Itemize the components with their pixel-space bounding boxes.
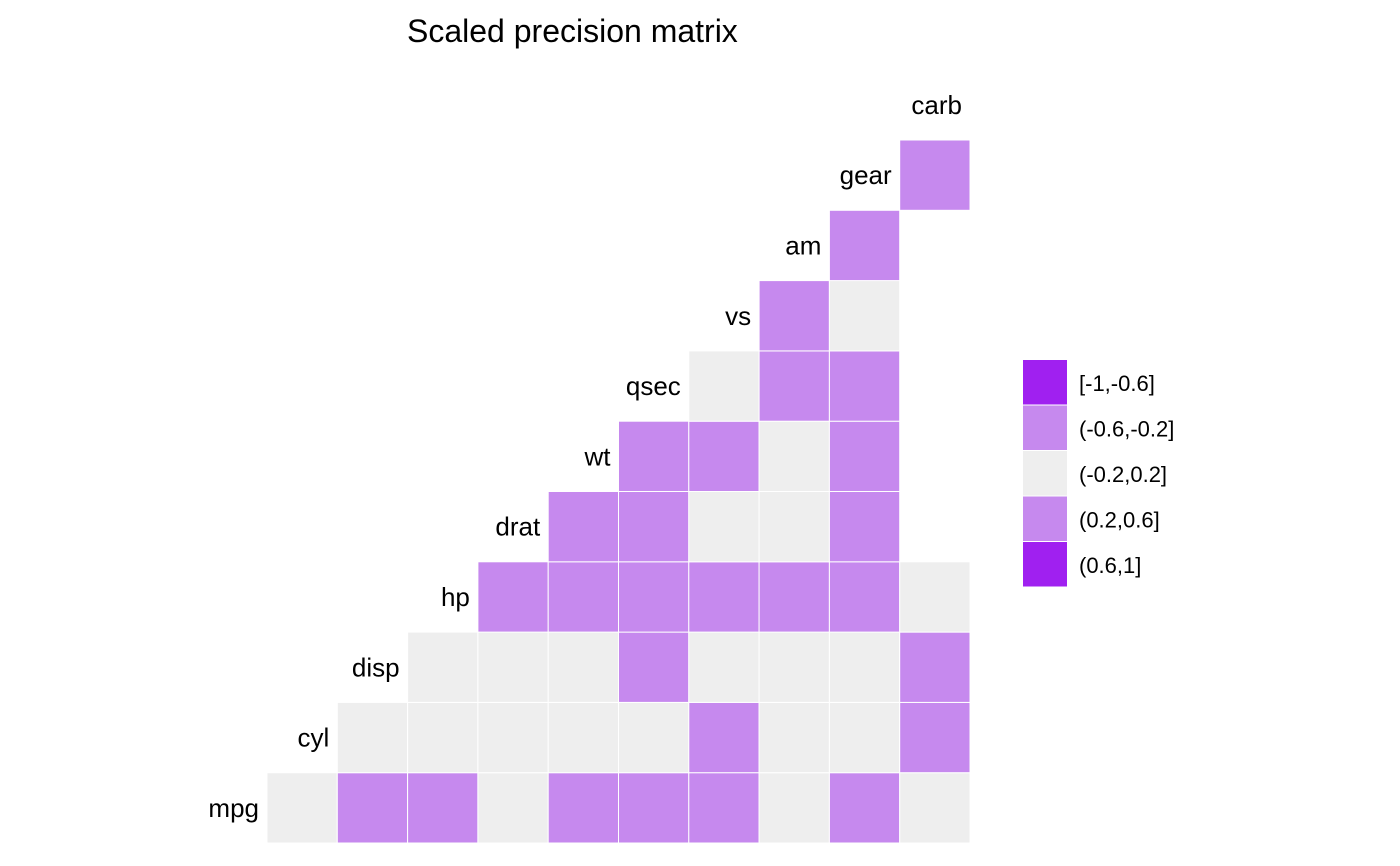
heatmap-cell-drat-wt	[618, 491, 690, 563]
var-label-am: am	[785, 230, 821, 260]
heatmap-cell-mpg-wt	[618, 772, 690, 844]
heatmap-cell-mpg-am	[828, 772, 901, 844]
legend-swatch-1	[1023, 405, 1067, 450]
legend-label-0: [-1,-0.6]	[1079, 371, 1155, 396]
legend-label-3: (0.2,0.6]	[1079, 507, 1160, 532]
heatmap-cell-mpg-gear	[899, 772, 971, 844]
var-label-carb: carb	[911, 90, 962, 120]
heatmap-cell-hp-qsec	[688, 561, 760, 633]
heatmap-cell-hp-vs	[758, 561, 830, 633]
heatmap-cell-qsec-vs	[758, 350, 830, 422]
heatmap-cell-drat-drat	[547, 491, 620, 563]
heatmap-cell-disp-vs	[758, 631, 830, 703]
heatmap-cell-mpg-mpg	[266, 772, 338, 844]
heatmap-cell-vs-am	[828, 280, 901, 352]
var-label-cyl: cyl	[298, 723, 330, 753]
heatmap-cell-disp-qsec	[688, 631, 760, 703]
heatmap-cell-mpg-hp	[477, 772, 549, 844]
heatmap-cell-vs-vs	[758, 280, 830, 352]
var-label-disp: disp	[352, 652, 400, 682]
heatmap-cell-cyl-drat	[547, 701, 620, 774]
chart-title: Scaled precision matrix	[407, 13, 738, 49]
var-label-drat: drat	[495, 512, 541, 542]
legend-swatch-0	[1023, 360, 1067, 405]
legend: [-1,-0.6] (-0.6,-0.2] (-0.2,0.2] (0.2,0.6] (…	[1023, 360, 1174, 587]
heatmap-cell-wt-vs	[758, 420, 830, 493]
heatmap-cell-cyl-cyl	[336, 701, 409, 774]
legend-swatch-3	[1023, 496, 1067, 541]
heatmap-cell-qsec-am	[828, 350, 901, 422]
legend-swatch-4	[1023, 542, 1067, 587]
heatmap-cell-wt-am	[828, 420, 901, 493]
heatmap-cell-disp-wt	[618, 631, 690, 703]
heatmap-cell-drat-am	[828, 491, 901, 563]
legend-swatch-2	[1023, 451, 1067, 496]
heatmap-cell-mpg-vs	[758, 772, 830, 844]
heatmap-cell-cyl-gear	[899, 701, 971, 774]
legend-label-1: (-0.6,-0.2]	[1079, 416, 1174, 441]
heatmap-cell-hp-wt	[618, 561, 690, 633]
heatmap-cell-mpg-cyl	[336, 772, 409, 844]
heatmap-cell-wt-qsec	[688, 420, 760, 493]
variable-labels: mpg cyl disp hp drat wt qsec vs am gear carb	[208, 90, 962, 823]
heatmap-cell-am-am	[828, 209, 901, 282]
var-label-gear: gear	[840, 160, 892, 190]
heatmap-cell-drat-vs	[758, 491, 830, 563]
heatmap-cell-disp-drat	[547, 631, 620, 703]
legend-label-2: (-0.2,0.2]	[1079, 462, 1167, 487]
heatmap-cell-hp-hp	[477, 561, 549, 633]
heatmap-cell-disp-am	[828, 631, 901, 703]
heatmap-cell-drat-qsec	[688, 491, 760, 563]
heatmap-cell-disp-gear	[899, 631, 971, 703]
heatmap-cell-gear-gear	[899, 139, 971, 211]
heatmap-cell-mpg-qsec	[688, 772, 760, 844]
legend-label-4: (0.6,1]	[1079, 553, 1141, 578]
heatmap-cell-mpg-disp	[407, 772, 479, 844]
heatmap-cell-cyl-vs	[758, 701, 830, 774]
heatmap-cell-cyl-hp	[477, 701, 549, 774]
heatmap-cell-hp-gear	[899, 561, 971, 633]
heatmap-cell-cyl-qsec	[688, 701, 760, 774]
var-label-qsec: qsec	[626, 371, 681, 401]
var-label-wt: wt	[584, 441, 612, 471]
var-label-hp: hp	[441, 582, 470, 612]
heatmap-cell-hp-am	[828, 561, 901, 633]
heatmap-cell-disp-hp	[477, 631, 549, 703]
heatmap-cells	[266, 139, 971, 844]
heatmap-cell-cyl-wt	[618, 701, 690, 774]
heatmap-cell-disp-disp	[407, 631, 479, 703]
var-label-vs: vs	[725, 301, 751, 331]
heatmap-cell-wt-wt	[618, 420, 690, 493]
heatmap-cell-mpg-drat	[547, 772, 620, 844]
heatmap-cell-cyl-disp	[407, 701, 479, 774]
heatmap-cell-qsec-qsec	[688, 350, 760, 422]
var-label-mpg: mpg	[208, 793, 259, 823]
heatmap-cell-cyl-am	[828, 701, 901, 774]
heatmap-cell-hp-drat	[547, 561, 620, 633]
